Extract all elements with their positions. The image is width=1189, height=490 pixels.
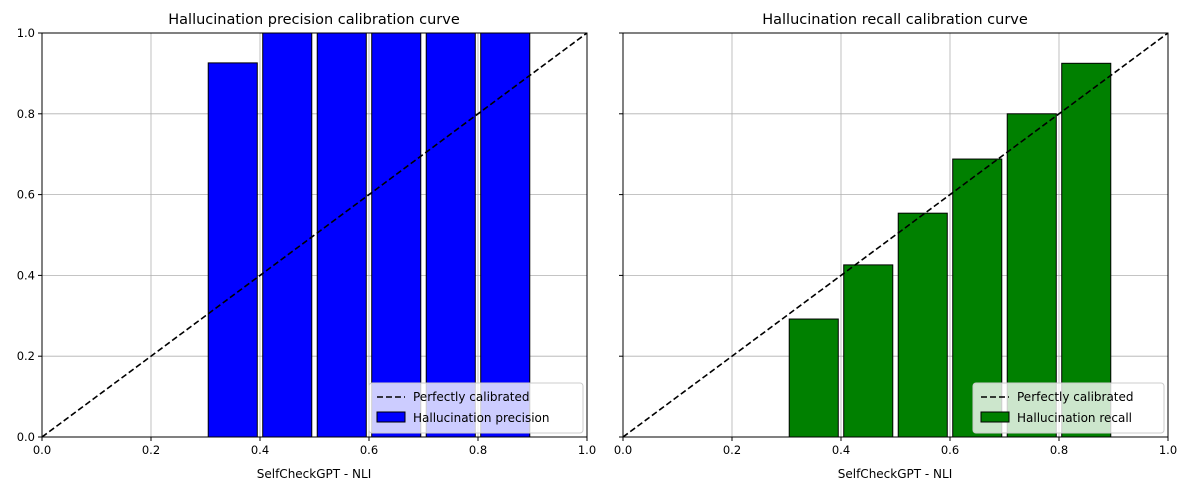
precision-axes-frame: [41, 32, 588, 438]
precision-y-tick-label: 0.8: [17, 107, 35, 121]
precision-x-axis-label: SelfCheckGPT - NLI: [257, 467, 372, 481]
recall-bar: [1061, 62, 1112, 437]
precision-y-tick-label: 0.6: [17, 188, 35, 202]
recall-axes-frame: [622, 32, 1169, 438]
recall-legend-label: Perfectly calibrated: [1017, 390, 1134, 404]
precision-plot-area: 0.0 0.2 0.4 0.6 0.8 1.0 0.0 0.2 0.4 0.6 0.8 1.0 Perf…: [17, 26, 596, 457]
precision-panel: Hallucination precision calibration curv…: [17, 12, 596, 481]
recall-x-tick-label: 0.0: [614, 443, 632, 457]
recall-bar: [843, 264, 894, 437]
recall-legend-label: Hallucination recall: [1017, 411, 1132, 425]
recall-x-axis-label: SelfCheckGPT - NLI: [838, 467, 953, 481]
precision-x-tick-label: 0.0: [33, 443, 51, 457]
recall-x-tick-label: 0.8: [1050, 443, 1068, 457]
recall-legend: Perfectly calibrated Hallucination recall: [972, 382, 1165, 434]
precision-bar: [262, 33, 313, 437]
precision-diagonal-line: [42, 33, 587, 437]
recall-x-tick-label: 0.4: [832, 443, 850, 457]
recall-panel: Hallucination recall calibration curve 0…: [614, 12, 1177, 481]
precision-x-tick-label: 0.6: [360, 443, 378, 457]
recall-legend-box: [972, 382, 1165, 434]
precision-y-tick-label: 1.0: [17, 26, 35, 40]
precision-bar: [480, 33, 531, 437]
recall-x-tick-label: 0.6: [941, 443, 959, 457]
recall-x-tick-label: 0.2: [723, 443, 741, 457]
precision-x-tick-label: 1.0: [578, 443, 596, 457]
precision-legend-label: Perfectly calibrated: [413, 390, 530, 404]
precision-y-tick-label: 0.4: [17, 268, 35, 282]
precision-bar: [207, 62, 258, 437]
precision-chart-title: Hallucination precision calibration curv…: [168, 12, 460, 28]
precision-y-tick-label: 0.0: [17, 430, 35, 444]
recall-legend-bar-swatch: [980, 411, 1010, 423]
recall-plot-area: 0.0 0.2 0.4 0.6 0.8 1.0 Perfectly calibrated Ha…: [614, 32, 1177, 457]
recall-bar: [897, 212, 948, 437]
recall-bar: [788, 318, 839, 437]
precision-bar: [425, 33, 476, 437]
recall-diagonal-line: [623, 33, 1168, 437]
precision-legend-box: [368, 382, 584, 434]
precision-bar: [371, 33, 422, 437]
precision-bar: [316, 33, 367, 437]
precision-x-tick-label: 0.4: [251, 443, 269, 457]
recall-x-tick-label: 1.0: [1159, 443, 1177, 457]
precision-x-tick-label: 0.8: [469, 443, 487, 457]
precision-legend: Perfectly calibrated Hallucination precis…: [368, 382, 584, 434]
precision-x-tick-label: 0.2: [142, 443, 160, 457]
precision-legend-bar-swatch: [376, 411, 406, 423]
precision-y-tick-label: 0.2: [17, 349, 35, 363]
precision-bars: [207, 33, 531, 437]
precision-legend-label: Hallucination precision: [413, 411, 549, 425]
recall-chart-title: Hallucination recall calibration curve: [762, 12, 1028, 28]
